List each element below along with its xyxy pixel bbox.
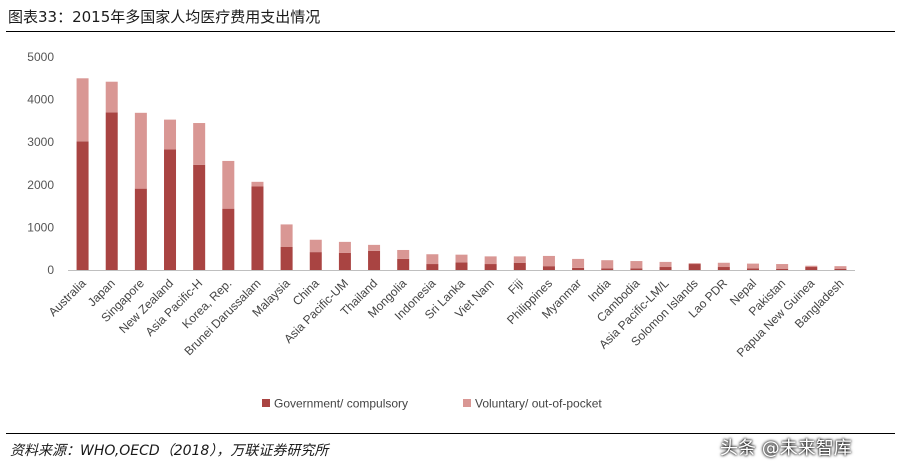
bar-voluntary [134,112,147,189]
bar-voluntary [368,244,381,251]
bar-government [251,186,264,270]
bar-government [513,262,526,270]
chart-title: 图表33：2015年多国家人均医疗费用支出情况 [8,8,321,26]
bar-government [280,247,293,270]
bar-voluntary [280,224,293,247]
bar-voluntary [717,262,730,268]
bar-government [834,268,847,270]
bar-voluntary [834,266,847,269]
bar-government [688,264,701,270]
bar-government [368,250,381,270]
bar-government [659,267,672,270]
bar-government [105,112,118,270]
legend-swatch [463,399,471,407]
watermark: 头条 @未来智库 [720,438,852,459]
bar-government [630,268,643,270]
bar-government [193,164,206,270]
legend-label: Voluntary/ out-of-pocket [475,397,602,411]
bar-voluntary [193,123,206,165]
bar-government [776,268,789,270]
bar-government [717,267,730,270]
bar-government [426,264,439,270]
bar-voluntary [572,258,585,268]
y-tick-label: 1000 [27,220,54,234]
bar-government [484,264,497,270]
bar-voluntary [513,256,526,263]
bar-government [397,258,410,270]
bar-voluntary [105,81,118,113]
bar-voluntary [338,241,351,253]
bar-government [309,252,322,270]
bar-voluntary [251,181,264,187]
bar-voluntary [746,263,759,269]
chart: 0 1000 2000 3000 4000 5000 AustraliaJapanSing… [27,50,855,411]
bar-government [542,266,555,270]
bar-government [76,141,89,270]
bar-voluntary [222,160,235,209]
y-tick-label: 5000 [27,50,54,64]
bar-voluntary [426,254,439,265]
bar-voluntary [484,256,497,265]
bar-government [455,262,468,270]
bar-voluntary [76,78,89,142]
bar-government [164,149,177,270]
bar-government [746,268,759,270]
y-tick-label: 3000 [27,135,54,149]
bar-voluntary [164,119,177,150]
bar-voluntary [659,261,672,268]
y-tick-label: 2000 [27,178,54,192]
bar-voluntary [309,239,322,253]
bar-voluntary [688,263,701,265]
bar-government [601,268,614,270]
x-tick-label: Australia [46,276,89,319]
bar-voluntary [601,260,614,269]
legend: Government/ compulsory Voluntary/ out-of-… [262,397,602,411]
bottom-rule [6,433,895,434]
bar-government [805,267,818,270]
bar-voluntary [397,249,410,259]
y-axis: 0 1000 2000 3000 4000 5000 [27,50,54,277]
bar-voluntary [455,254,468,263]
legend-label: Government/ compulsory [274,397,408,411]
bar-government [338,252,351,270]
bar-government [134,188,147,270]
legend-swatch [262,399,270,407]
x-tick-label: Fiji [505,276,526,297]
y-tick-label: 4000 [27,93,54,107]
bar-voluntary [805,265,818,268]
bar-government [222,208,235,270]
bar-voluntary [776,264,789,269]
bar-government [572,267,585,270]
source-note: 资料来源：WHO,OECD（2018），万联证券研究所 [10,443,329,459]
bar-voluntary [542,255,555,267]
bar-voluntary [630,261,643,269]
bars [76,78,847,270]
y-tick-label: 0 [47,263,54,277]
top-rule [6,31,895,32]
